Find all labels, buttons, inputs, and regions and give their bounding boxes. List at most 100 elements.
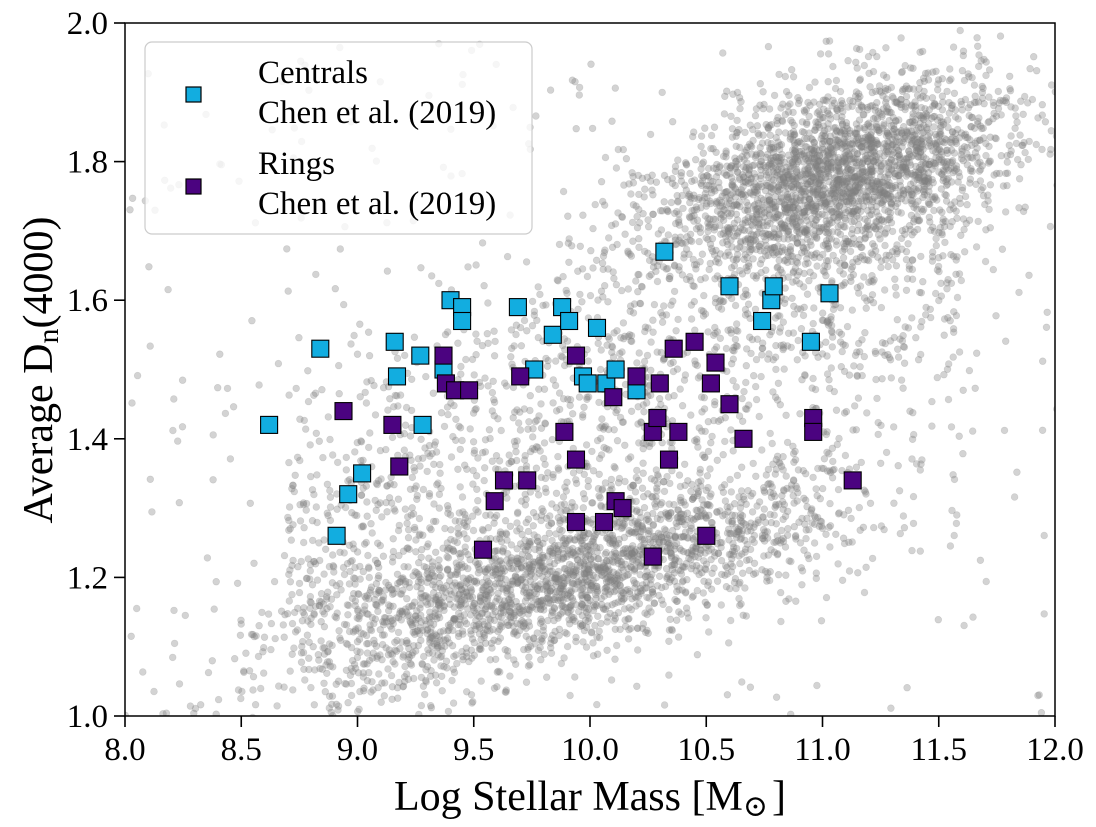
background-point [468, 593, 477, 601]
background-point [764, 42, 773, 51]
background-point [856, 75, 865, 83]
background-point [732, 383, 740, 391]
background-point [666, 548, 675, 556]
background-point [704, 581, 712, 590]
background-point [657, 533, 666, 541]
background-point [364, 610, 372, 618]
background-point [500, 601, 509, 610]
background-point [377, 698, 385, 706]
background-point [972, 243, 981, 251]
background-point [604, 298, 612, 306]
background-point [305, 654, 313, 662]
background-point [599, 563, 607, 571]
background-point [337, 586, 345, 594]
background-point [486, 586, 494, 594]
background-point [539, 623, 548, 631]
background-point [763, 573, 771, 582]
background-point [533, 584, 541, 593]
background-point [653, 514, 661, 523]
background-point [403, 519, 411, 528]
background-point [525, 553, 534, 561]
background-point [703, 500, 711, 508]
background-point [475, 559, 483, 568]
background-point [548, 567, 556, 575]
background-point [794, 138, 802, 146]
background-point [703, 601, 711, 609]
background-point [683, 575, 691, 584]
background-point [732, 544, 741, 553]
background-point [747, 492, 755, 500]
background-point [625, 587, 634, 596]
background-point [868, 88, 876, 97]
background-point [561, 565, 569, 573]
background-point [728, 555, 736, 563]
background-point [1032, 66, 1041, 75]
background-point [810, 539, 819, 547]
background-point [621, 622, 630, 630]
background-point [593, 650, 602, 658]
background-point [716, 539, 725, 547]
background-point [536, 619, 545, 627]
background-point [823, 448, 831, 456]
background-point [790, 458, 798, 466]
background-point [801, 470, 810, 478]
background-point [701, 598, 709, 606]
background-point [365, 573, 373, 582]
background-point [739, 519, 748, 527]
background-point [722, 582, 731, 591]
background-point [661, 582, 670, 591]
background-point [743, 527, 752, 535]
background-point [674, 198, 682, 206]
background-point [475, 622, 483, 631]
background-point [579, 584, 587, 592]
background-point [663, 547, 671, 555]
background-point [546, 545, 554, 553]
background-point [723, 570, 731, 578]
background-point [404, 639, 412, 647]
background-point [412, 647, 420, 655]
background-point [515, 626, 524, 635]
background-point [829, 457, 837, 466]
background-point [843, 322, 852, 331]
background-point [1067, 69, 1074, 76]
background-point [624, 564, 632, 573]
background-point [468, 654, 476, 662]
background-galaxy-cloud [32, 26, 1074, 762]
background-point [505, 451, 513, 459]
background-point [679, 532, 688, 541]
background-point [960, 248, 969, 256]
background-point [382, 644, 390, 652]
background-point [1005, 72, 1014, 81]
background-point [496, 534, 504, 543]
background-point [642, 584, 651, 592]
background-point [721, 497, 730, 505]
background-point [585, 530, 593, 538]
background-point [504, 563, 513, 571]
background-point [550, 636, 558, 645]
background-point [628, 218, 637, 227]
background-point [577, 544, 586, 553]
background-point [805, 525, 813, 534]
background-point [270, 577, 279, 586]
background-point [495, 569, 504, 578]
background-point [706, 502, 714, 510]
background-point [499, 564, 507, 573]
background-point [692, 544, 700, 552]
background-point [727, 488, 735, 496]
background-point [679, 510, 688, 519]
background-point [450, 668, 459, 677]
background-point [442, 657, 451, 665]
background-point [800, 135, 809, 143]
background-point [973, 42, 982, 50]
background-point [315, 656, 323, 664]
background-point [611, 599, 619, 607]
background-point [824, 50, 833, 58]
background-point [524, 564, 533, 572]
background-point [432, 679, 441, 687]
background-point [309, 642, 317, 651]
background-point [32, 755, 39, 762]
background-point [668, 117, 677, 126]
background-point [862, 563, 870, 571]
background-point [432, 548, 440, 556]
background-point [574, 546, 582, 555]
